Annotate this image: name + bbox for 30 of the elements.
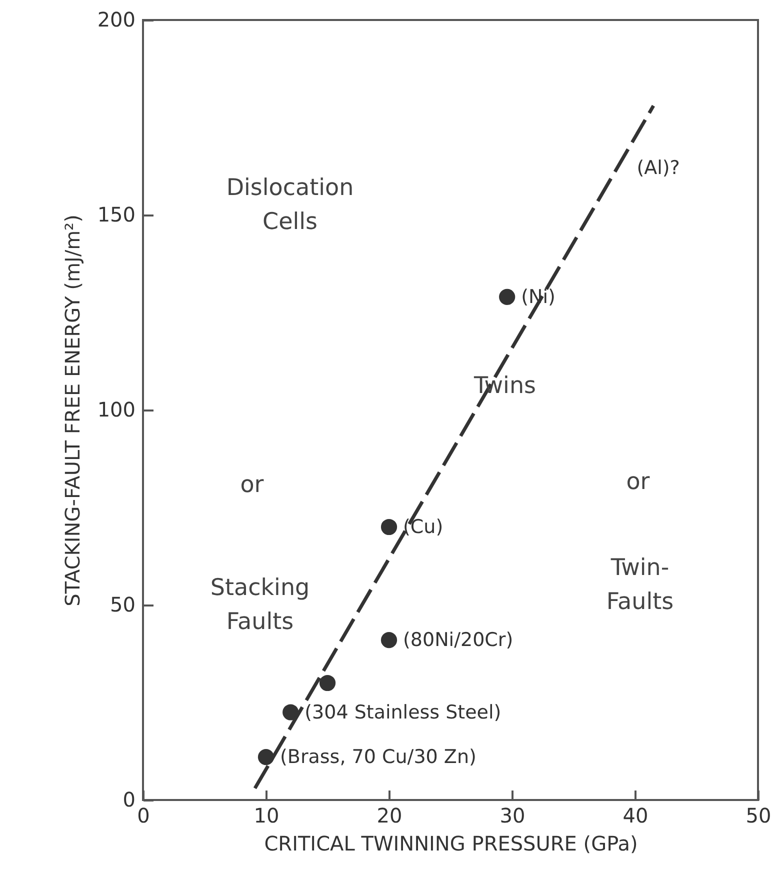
point — [380, 632, 398, 648]
annotation: or — [626, 469, 650, 495]
y-tick-label: 150 — [97, 202, 136, 226]
y-tick-label: 100 — [97, 398, 136, 422]
point — [319, 674, 336, 692]
annotation: (Al)? — [636, 157, 680, 180]
point — [499, 288, 516, 305]
y-axis-title: STACKING-FAULT FREE ENERGY (mJ/m²) — [60, 214, 84, 606]
x-tick-label: 30 — [500, 804, 526, 828]
annotation: or — [240, 472, 264, 498]
annotation: Stacking Faults — [210, 575, 310, 635]
annotation: Twin- Faults — [606, 555, 674, 615]
x-axis-title: CRITICAL TWINNING PRESSURE (GPa) — [264, 832, 638, 856]
point — [282, 704, 299, 720]
annotation: (80Ni/20Cr) — [403, 629, 514, 652]
x-tick-label: 0 — [137, 804, 150, 828]
x-tick-label: 20 — [376, 804, 402, 828]
y-tick-label: 200 — [97, 8, 136, 32]
annotation: (304 Stainless Steel) — [304, 701, 502, 724]
annotation: Twins — [472, 373, 536, 399]
annotation: Dislocation Cells — [226, 175, 354, 235]
y-tick-label: 0 — [122, 788, 136, 812]
point — [380, 518, 398, 536]
annotation: (Brass, 70 Cu/30 Zn) — [280, 746, 476, 768]
x-tick-label: 50 — [746, 804, 772, 828]
x-tick-label: 40 — [622, 804, 648, 828]
y-tick-label: 50 — [110, 592, 136, 616]
x-tick-label: 10 — [254, 804, 280, 828]
point — [258, 749, 274, 766]
annotation: (Cu) — [403, 516, 444, 538]
